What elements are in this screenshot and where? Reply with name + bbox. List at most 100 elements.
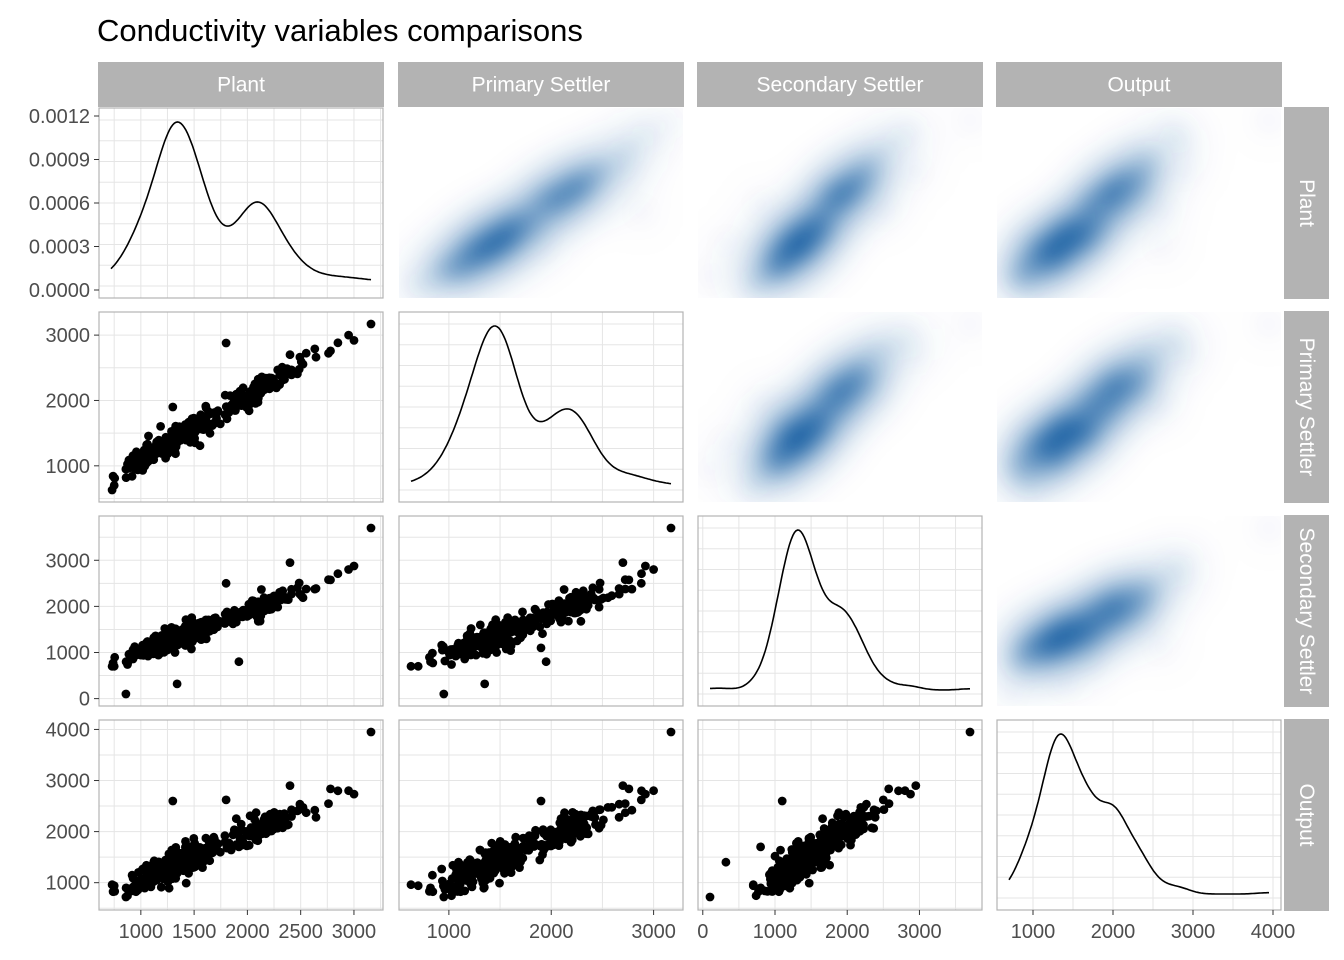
- density-blob: [1012, 470, 1025, 483]
- density-blob: [763, 455, 776, 468]
- strip-top-label-output: Output: [1107, 74, 1170, 97]
- scatter-point: [133, 645, 143, 655]
- scatter-point: [627, 584, 637, 594]
- density-blob: [909, 348, 922, 361]
- panel-grid: [99, 108, 383, 298]
- panel-primary-settler-vs-output: [997, 312, 1281, 502]
- scatter-point: [614, 584, 624, 593]
- panel-plant-vs-output: [997, 108, 1281, 298]
- scatter-point: [163, 449, 173, 459]
- scatter-point: [512, 636, 522, 646]
- density-blob: [461, 243, 474, 256]
- scatter-point: [196, 629, 206, 638]
- density-blob: [761, 472, 774, 485]
- density-2d: [1000, 110, 1279, 296]
- strip-right-primary-settler: [1284, 311, 1329, 503]
- scatter-point: [168, 643, 178, 653]
- scatter-point: [257, 608, 267, 617]
- scatter-point: [333, 338, 343, 348]
- scatter-point: [536, 643, 546, 653]
- density-blob: [437, 270, 450, 283]
- density-blob: [635, 135, 648, 148]
- scatter-point: [491, 615, 501, 625]
- density-blob: [813, 202, 826, 215]
- density-blob: [540, 198, 553, 211]
- density-blob: [535, 240, 547, 253]
- panel-border: [398, 515, 684, 707]
- strip-top-output: [996, 62, 1282, 107]
- strip-right-label-plant: Plant: [1295, 179, 1318, 227]
- scatter-point: [280, 375, 289, 384]
- density-blob: [1263, 318, 1275, 330]
- scatter-point: [518, 607, 527, 617]
- density-blob: [1082, 226, 1095, 239]
- scatter-point: [242, 611, 252, 620]
- panel-primary-settler-vs-primary-settler: [398, 311, 684, 503]
- panel-primary-settler-vs-plant: [98, 311, 384, 503]
- density-curve-primary-settler: [410, 325, 672, 485]
- density-blob: [1141, 363, 1154, 376]
- scatter-point: [480, 679, 490, 689]
- scatter-point: [641, 561, 650, 571]
- density-blob: [1004, 463, 1017, 476]
- density-blob: [1127, 200, 1140, 212]
- density-blob: [574, 175, 587, 188]
- scatter-point: [172, 426, 182, 436]
- density-blob: [1103, 198, 1116, 211]
- chart-title: Conductivity variables comparisons: [97, 13, 583, 48]
- density-blob: [1103, 399, 1116, 411]
- strip-top-plant: [98, 62, 384, 107]
- scatter-point: [607, 591, 617, 601]
- scatter-point: [155, 648, 165, 658]
- density-blob: [1155, 401, 1167, 413]
- density-blob: [765, 445, 778, 458]
- density-2d: [401, 110, 681, 296]
- scatter-point: [413, 661, 423, 671]
- density-blob: [867, 184, 880, 196]
- density-blob: [1111, 175, 1124, 188]
- density-blob: [1047, 252, 1060, 265]
- density-blob: [504, 248, 517, 261]
- density-blob: [899, 329, 911, 342]
- density-blob: [1033, 247, 1046, 260]
- scatter-point: [149, 455, 159, 465]
- density-blob: [883, 141, 895, 154]
- scatter-point: [133, 465, 143, 475]
- scatter-point: [301, 584, 311, 594]
- density-blob: [798, 400, 811, 413]
- density-blob: [489, 256, 502, 269]
- scatter-point: [324, 575, 333, 585]
- density-curve-plant: [110, 121, 372, 281]
- density-blob: [1128, 171, 1141, 184]
- density-blob: [747, 479, 760, 492]
- density-blob: [1071, 415, 1084, 428]
- strip-right-secondary-settler: [1284, 515, 1329, 707]
- density-blob: [513, 222, 525, 235]
- density-blob: [1129, 351, 1142, 364]
- scatter-point: [559, 585, 569, 594]
- panel-border: [98, 311, 384, 503]
- scatter-point: [121, 689, 131, 699]
- density-blob: [1128, 366, 1141, 379]
- strip-top-label-primary-settler: Primary Settler: [472, 74, 611, 97]
- scatter-point: [242, 403, 252, 412]
- scatter-point: [295, 352, 305, 362]
- scatter-point: [208, 420, 218, 430]
- scatter-point: [234, 657, 244, 667]
- density-blob: [813, 226, 826, 239]
- scatter-point: [285, 558, 295, 567]
- density-blob: [772, 262, 785, 275]
- density-blob: [851, 366, 864, 379]
- density-blob: [776, 401, 789, 413]
- scatter-point: [156, 422, 166, 431]
- density-2d: [1000, 518, 1279, 704]
- scatter-point: [301, 348, 311, 358]
- density-blob: [1111, 375, 1124, 388]
- density-blob: [1156, 206, 1169, 219]
- scatter-point: [226, 612, 236, 622]
- scatter-point: [594, 602, 604, 612]
- density-blob: [860, 351, 873, 364]
- panels: Plant Primary Settler Secondary Settler Out…: [29, 62, 1329, 943]
- scatter-point: [440, 656, 450, 666]
- scatter-point: [211, 613, 221, 623]
